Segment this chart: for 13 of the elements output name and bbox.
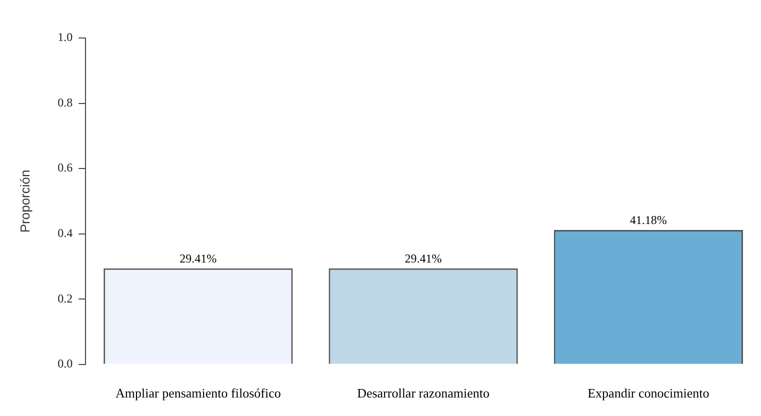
data-label: 41.18% [630,213,667,228]
data-label: 29.41% [404,252,442,266]
y-axis-title: Proporción [17,170,32,233]
data-label: 29.41% [180,252,217,266]
x-tick-label: Desarrollar razonamiento [357,386,490,401]
y-tick-label: 0.6 [58,160,73,175]
y-tick-label: 0.4 [58,226,73,240]
y-tick-label: 0.2 [58,291,73,306]
x-tick-label: Expandir conocimiento [588,386,710,401]
y-tick-label: 0.0 [58,356,73,371]
y-tick-label: 1.0 [58,30,73,44]
x-tick-label: Ampliar pensamiento filosófico [115,386,281,401]
y-tick-label: 0.8 [58,95,73,110]
